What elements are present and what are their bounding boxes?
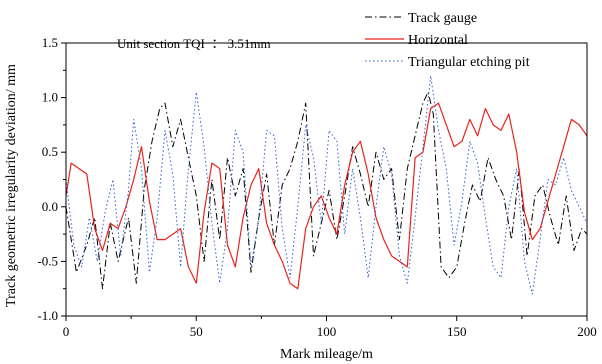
- x-tick-label: 100: [317, 324, 337, 339]
- x-tick-label: 200: [577, 324, 597, 339]
- axes-layer: 0 50 100 150 200 -1.0 -0.5 0.0 0.5 1.0 1.5: [37, 35, 596, 339]
- series-line-horizontal: [66, 102, 587, 290]
- series-line-triangular-etching-pit: [66, 75, 587, 295]
- legend-label-track-gauge: Track gauge: [408, 11, 477, 26]
- x-tick-label: 50: [190, 324, 203, 339]
- x-tick-label: 150: [447, 324, 467, 339]
- legend-label-triangular-etching-pit: Triangular etching pit: [408, 55, 530, 70]
- x-axis-title: Mark mileage/m: [280, 347, 373, 362]
- y-tick-label: 1.0: [42, 90, 58, 105]
- y-axis-title: Track geometric irregularity deviation/ …: [4, 64, 19, 307]
- series-layer: [66, 75, 587, 295]
- x-tick-label: 0: [63, 324, 70, 339]
- plot-frame: [65, 42, 588, 317]
- series-line-track-gauge: [66, 91, 587, 290]
- y-tick-label: -1.0: [37, 308, 58, 323]
- legend-label-horizontal: Horizontal: [408, 33, 468, 48]
- y-tick-label: -0.5: [37, 253, 58, 268]
- y-tick-label: 0.0: [42, 199, 58, 214]
- y-tick-label: 0.5: [42, 144, 58, 159]
- tqi-annotation: Unit section TQI ： 3.51mm: [117, 36, 271, 51]
- y-tick-label: 1.5: [42, 35, 58, 50]
- legend: Track gauge Horizontal Triangular etching …: [365, 11, 530, 70]
